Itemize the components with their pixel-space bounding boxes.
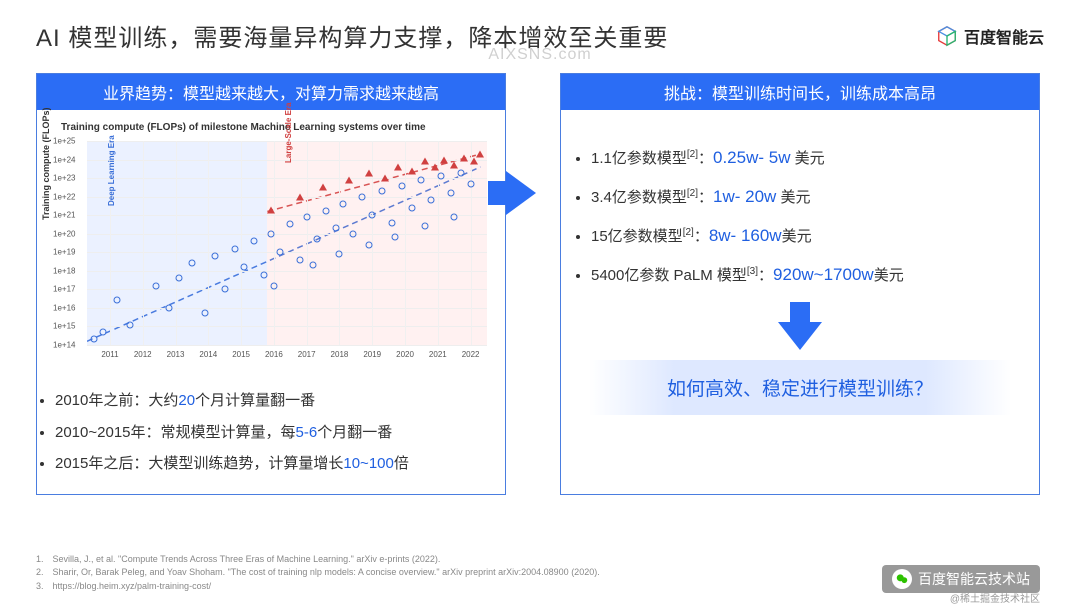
plot-area: 1e+141e+151e+161e+171e+181e+191e+201e+21…	[87, 141, 487, 345]
content: 业界趋势：模型越来越大，对算力需求越来越高 Training compute (…	[0, 61, 1080, 495]
ref-line: 3. https://blog.heim.xyz/palm-training-c…	[36, 580, 600, 594]
wechat-icon	[892, 569, 912, 589]
brand-text: 百度智能云	[964, 24, 1044, 48]
bullet-item: 2015年之后：大模型训练趋势，计算量增长10~100倍	[55, 448, 497, 480]
cost-list: 1.1亿参数模型[2]：0.25w- 5w 美元3.4亿参数模型[2]：1w- …	[561, 110, 1039, 304]
left-panel: 业界趋势：模型越来越大，对算力需求越来越高 Training compute (…	[36, 73, 506, 495]
cost-item: 3.4亿参数模型[2]：1w- 20w 美元	[591, 177, 1015, 216]
right-panel-header: 挑战：模型训练时间长，训练成本高昂	[561, 74, 1039, 110]
footer-brand: 百度智能云技术站	[882, 565, 1040, 593]
cost-item: 1.1亿参数模型[2]：0.25w- 5w 美元	[591, 138, 1015, 177]
cost-item: 15亿参数模型[2]：8w- 160w美元	[591, 216, 1015, 255]
right-panel: 挑战：模型训练时间长，训练成本高昂 1.1亿参数模型[2]：0.25w- 5w …	[560, 73, 1040, 495]
bullet-item: 2010年之前：大约20个月计算量翻一番	[55, 385, 497, 417]
chart-container: Training compute (FLOPs) of milestone Ma…	[37, 110, 505, 371]
footer-sub: @稀土掘金技术社区	[950, 590, 1040, 605]
scatter-chart: Training compute (FLOPs) 1e+141e+151e+16…	[43, 135, 493, 365]
references: 1. Sevilla, J., et al. "Compute Trends A…	[36, 553, 600, 594]
arrow-down-icon	[778, 322, 822, 350]
cloud-logo-icon	[936, 25, 958, 47]
left-bullets: 2010年之前：大约20个月计算量翻一番2010~2015年：常规模型计算量，每…	[37, 371, 505, 494]
ref-line: 1. Sevilla, J., et al. "Compute Trends A…	[36, 553, 600, 567]
cost-item: 5400亿参数 PaLM 模型[3]：920w~1700w美元	[591, 255, 1015, 294]
ref-line: 2. Sharir, Or, Barak Peleg, and Yoav Sho…	[36, 566, 600, 580]
arrow-right-icon	[506, 171, 536, 215]
y-axis-label: Training compute (FLOPs)	[41, 107, 51, 220]
bullet-item: 2010~2015年：常规模型计算量，每5-6个月翻一番	[55, 417, 497, 449]
question-box: 如何高效、稳定进行模型训练？	[589, 360, 1011, 415]
footer-brand-text: 百度智能云技术站	[918, 569, 1030, 589]
left-panel-header: 业界趋势：模型越来越大，对算力需求越来越高	[37, 74, 505, 110]
brand-logo: 百度智能云	[936, 24, 1044, 48]
chart-title: Training compute (FLOPs) of milestone Ma…	[61, 122, 495, 133]
